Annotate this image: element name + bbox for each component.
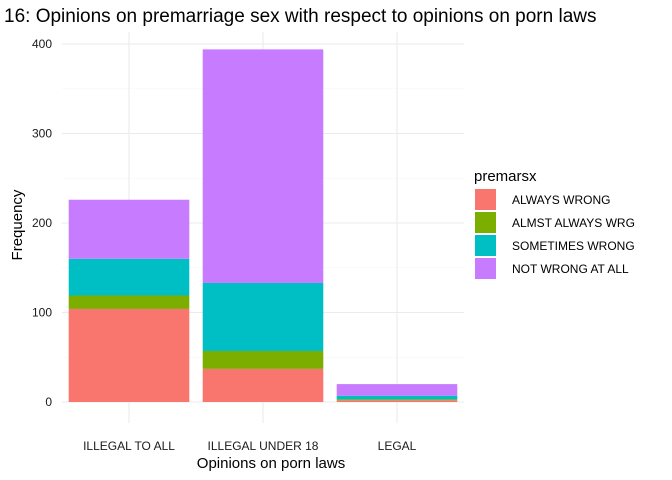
bars bbox=[68, 49, 458, 402]
x-tick-label: ILLEGAL UNDER 18 bbox=[208, 439, 319, 453]
x-axis-ticks: ILLEGAL TO ALL ILLEGAL UNDER 18 LEGAL bbox=[83, 439, 417, 453]
bar-segment bbox=[202, 282, 324, 351]
bar-segment bbox=[68, 295, 190, 309]
y-axis-title: Frequency bbox=[9, 189, 26, 260]
y-axis-ticks: 0 100 200 300 400 bbox=[32, 37, 52, 409]
bar-segment bbox=[202, 350, 324, 369]
bar-segment bbox=[202, 368, 324, 402]
legend-swatch bbox=[475, 235, 496, 256]
x-tick-label: ILLEGAL TO ALL bbox=[83, 439, 175, 453]
x-axis-title: Opinions on porn laws bbox=[197, 455, 345, 472]
bar-segment bbox=[336, 395, 458, 400]
legend-items: ALWAYS WRONG ALMST ALWAYS WRG SOMETIMES WR… bbox=[475, 189, 635, 279]
legend-title: premarsx bbox=[474, 168, 537, 185]
legend: premarsx ALWAYS WRONG ALMST ALWAYS WRG SOM… bbox=[474, 168, 635, 279]
bar-segment bbox=[202, 49, 324, 283]
legend-label: ALWAYS WRONG bbox=[512, 193, 610, 207]
chart-title: 16: Opinions on premarriage sex with res… bbox=[4, 6, 597, 27]
bar-segment bbox=[336, 384, 458, 396]
bar-segment bbox=[68, 258, 190, 296]
y-tick-label: 400 bbox=[32, 37, 52, 51]
bar-segment bbox=[68, 308, 190, 402]
legend-swatch bbox=[475, 212, 496, 233]
legend-swatch bbox=[475, 189, 496, 210]
x-tick-label: LEGAL bbox=[378, 439, 417, 453]
bar-segment bbox=[68, 199, 190, 259]
legend-label: NOT WRONG AT ALL bbox=[512, 262, 629, 276]
y-tick-label: 0 bbox=[45, 395, 52, 409]
y-tick-label: 100 bbox=[32, 306, 52, 320]
bar-segment bbox=[336, 400, 458, 402]
y-tick-label: 300 bbox=[32, 127, 52, 141]
legend-label: SOMETIMES WRONG bbox=[512, 239, 635, 253]
y-tick-label: 200 bbox=[32, 216, 52, 230]
bar-segment bbox=[336, 399, 458, 401]
legend-swatch bbox=[475, 258, 496, 279]
legend-label: ALMST ALWAYS WRG bbox=[512, 216, 635, 230]
